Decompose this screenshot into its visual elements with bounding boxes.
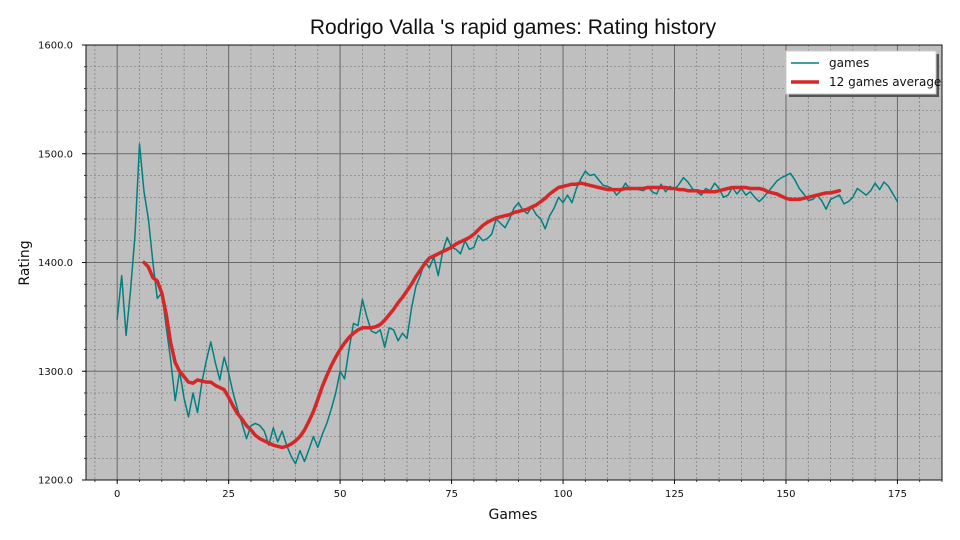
x-tick-label: 50: [334, 489, 347, 500]
y-tick-label: 1500.0: [38, 149, 73, 160]
x-tick-label: 75: [445, 489, 458, 500]
y-tick-label: 1300.0: [38, 367, 73, 378]
x-axis-label: Games: [489, 507, 538, 523]
legend-box: [785, 50, 937, 95]
x-tick-label: 175: [888, 489, 907, 500]
y-tick-label: 1200.0: [38, 476, 73, 487]
x-tick-label: 150: [776, 489, 795, 500]
legend: games 12 games average: [785, 50, 941, 97]
x-tick-label: 25: [222, 489, 235, 500]
y-axis-label: Rating: [17, 240, 33, 285]
chart-title: Rodrigo Valla 's rapid games: Rating his…: [310, 16, 717, 39]
legend-label: 12 games average: [829, 75, 941, 89]
axis-ticks: 0 25 50 75 100 125 150 175 1200.0 1300.0 1400.0 150…: [38, 41, 943, 500]
legend-label: games: [829, 56, 869, 70]
average-series-line: [142, 181, 842, 450]
y-tick-label: 1600.0: [38, 41, 73, 52]
x-tick-label: 0: [114, 489, 120, 500]
x-tick-label: 100: [553, 489, 572, 500]
x-tick-label: 125: [665, 489, 684, 500]
series-layer: [116, 143, 899, 465]
y-tick-label: 1400.0: [38, 258, 73, 269]
